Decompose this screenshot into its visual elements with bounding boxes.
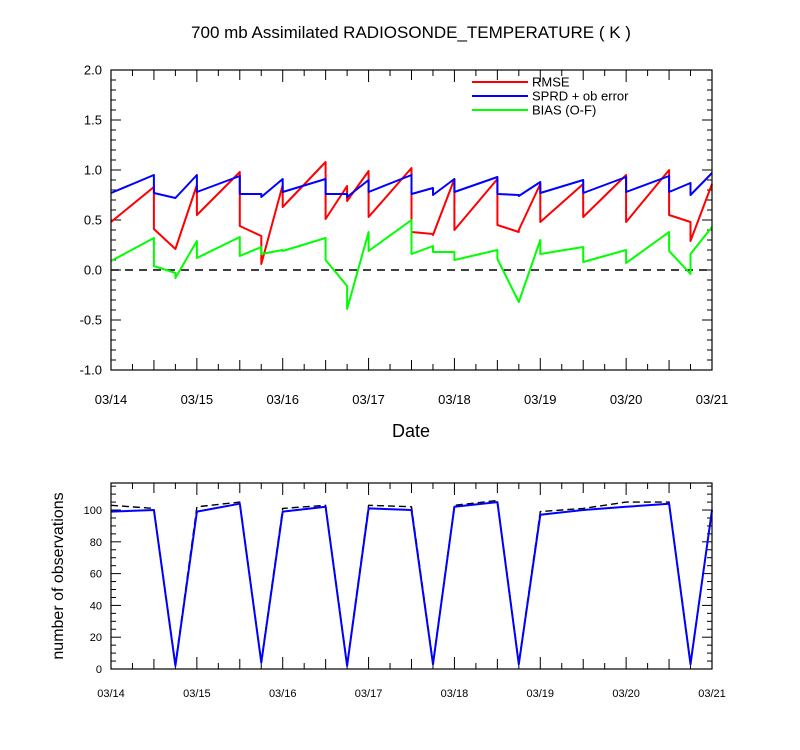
chart-title: 700 mb Assimilated RADIOSONDE_TEMPERATUR… [191, 23, 631, 42]
y-tick-label: 60 [90, 569, 102, 581]
x-tick-label: 03/21 [698, 688, 726, 700]
x-tick-label: 03/21 [696, 392, 729, 407]
x-tick-label: 03/16 [266, 392, 299, 407]
top-axis-labels: 03/14 03/15 03/16 03/17 03/18 03/19 03/20 03/21… [80, 63, 729, 407]
y-tick-label: 2.0 [84, 63, 102, 78]
legend-label: RMSE [532, 75, 570, 90]
series-line-total-observations [110, 499, 713, 665]
x-tick-label: 03/16 [269, 688, 297, 700]
series-line-sprd-ob-error [110, 172, 713, 199]
series-line-assimilated-observations [110, 501, 713, 667]
legend-label: SPRD + ob error [532, 89, 629, 104]
x-tick-label: 03/20 [612, 688, 640, 700]
x-tick-label: 03/14 [97, 688, 125, 700]
x-tick-label: 03/20 [610, 392, 643, 407]
y-tick-label: 40 [90, 600, 102, 612]
y-tick-label: 0.5 [84, 213, 102, 228]
y-tick-label: 100 [84, 505, 102, 517]
bottom-series-lines [110, 499, 713, 667]
y-tick-label: 80 [90, 537, 102, 549]
legend-label: BIAS (O-F) [532, 103, 596, 118]
x-axis-label: Date [392, 421, 430, 441]
y-tick-label: 1.0 [84, 163, 102, 178]
x-tick-label: 03/19 [527, 688, 555, 700]
top-series-lines [110, 161, 713, 310]
x-tick-label: 03/18 [441, 688, 469, 700]
bottom-axis-labels: 03/14 03/15 03/16 03/17 03/18 03/19 03/20 03/21… [84, 505, 726, 700]
series-line-bias-o-f [110, 219, 713, 310]
x-tick-label: 03/17 [355, 688, 383, 700]
x-tick-label: 03/15 [183, 688, 211, 700]
y-tick-label: 1.5 [84, 113, 102, 128]
y-tick-label: 0 [96, 664, 102, 676]
x-tick-label: 03/14 [95, 392, 128, 407]
x-tick-label: 03/18 [438, 392, 471, 407]
x-tick-label: 03/17 [352, 392, 385, 407]
x-tick-label: 03/15 [181, 392, 214, 407]
top-plot-frame [110, 69, 713, 371]
y-tick-label: 20 [90, 632, 102, 644]
y-tick-label: -1.0 [80, 363, 102, 378]
y-tick-label: -0.5 [80, 313, 102, 328]
y-axis-label-observations: number of observations [50, 492, 67, 659]
x-tick-label: 03/19 [524, 392, 557, 407]
y-tick-label: 0.0 [84, 263, 102, 278]
bottom-plot-frame [110, 482, 713, 670]
